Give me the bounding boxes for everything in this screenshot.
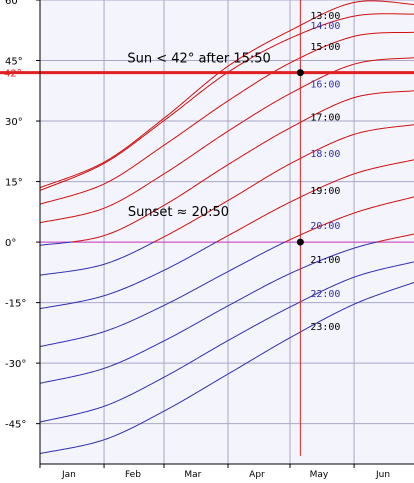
x-tick-label: Feb bbox=[125, 470, 141, 480]
series-line-segment bbox=[39, 241, 378, 384]
grid-lines bbox=[40, 0, 414, 464]
x-tick-label: Apr bbox=[249, 470, 265, 480]
marker-point bbox=[296, 69, 304, 77]
y-tick-label: -30° bbox=[5, 359, 26, 370]
plot-background bbox=[40, 0, 414, 464]
series-line-segment bbox=[39, 241, 286, 348]
series-line-segment bbox=[39, 13, 414, 191]
marker-point bbox=[296, 238, 304, 246]
series-1800 bbox=[39, 124, 414, 276]
hour-label: 17:00 bbox=[310, 112, 340, 123]
series-line-segment bbox=[376, 233, 414, 243]
hour-label: 22:00 bbox=[310, 289, 340, 300]
hour-label: 18:00 bbox=[310, 149, 340, 160]
series-1900 bbox=[39, 159, 414, 310]
series-line-segment bbox=[216, 159, 414, 243]
x-tick-label: Mar bbox=[184, 470, 201, 480]
series-line-segment bbox=[39, 281, 414, 454]
hour-label: 16:00 bbox=[310, 79, 340, 90]
y-tick-label: -45° bbox=[5, 420, 26, 431]
hour-label: 13:00 bbox=[310, 11, 340, 22]
x-tick-label: Jan bbox=[61, 470, 76, 480]
series-line-segment bbox=[39, 241, 218, 310]
y-tick-label: -15° bbox=[5, 299, 26, 310]
hour-label: 14:00 bbox=[310, 21, 340, 32]
marker-points bbox=[296, 69, 304, 246]
annotation-label: Sunset ≈ 20:50 bbox=[128, 205, 229, 220]
series-line-segment bbox=[39, 57, 414, 224]
series-2100 bbox=[39, 233, 414, 384]
highlight-altitude-line: 42° bbox=[0, 69, 414, 80]
series-line-segment bbox=[153, 124, 414, 243]
series-2300 bbox=[39, 281, 414, 454]
y-tick-label: 60° bbox=[5, 0, 23, 7]
x-axis: Jan Feb Mar Apr May Jun bbox=[39, 463, 414, 480]
y-tick-label: 45° bbox=[5, 57, 23, 68]
series-line-segment bbox=[71, 90, 414, 243]
hour-label: 23:00 bbox=[310, 322, 340, 333]
series-line-segment bbox=[39, 241, 72, 246]
annotations: Sun < 42° after 15:50 Sunset ≈ 20:50 bbox=[127, 52, 270, 220]
highlight-label: 42° bbox=[4, 69, 22, 80]
series-1700 bbox=[39, 90, 414, 246]
y-tick-label: 15° bbox=[5, 178, 23, 189]
y-tick-label: 0° bbox=[5, 238, 16, 249]
series-line-segment bbox=[39, 261, 414, 423]
series-line-segment bbox=[39, 241, 155, 276]
y-tick-label: 30° bbox=[5, 117, 23, 128]
hour-label: 15:00 bbox=[310, 42, 340, 53]
series-1400 bbox=[39, 13, 414, 191]
series-2200 bbox=[39, 261, 414, 423]
series-2000 bbox=[39, 196, 414, 348]
y-axis: 60° 45° 30° 15° 0° -15° -30° -45° bbox=[5, 0, 41, 464]
series-line-segment bbox=[39, 31, 414, 205]
hour-label: 21:00 bbox=[310, 255, 340, 266]
hour-label: 20:00 bbox=[310, 221, 340, 232]
x-tick-label: May bbox=[310, 470, 329, 480]
annotation-label: Sun < 42° after 15:50 bbox=[127, 52, 270, 67]
hour-label: 19:00 bbox=[310, 186, 340, 197]
x-tick-label: Jun bbox=[375, 470, 390, 480]
series-1600 bbox=[39, 57, 414, 224]
series-line-segment bbox=[285, 196, 414, 243]
series-1500 bbox=[39, 31, 414, 205]
